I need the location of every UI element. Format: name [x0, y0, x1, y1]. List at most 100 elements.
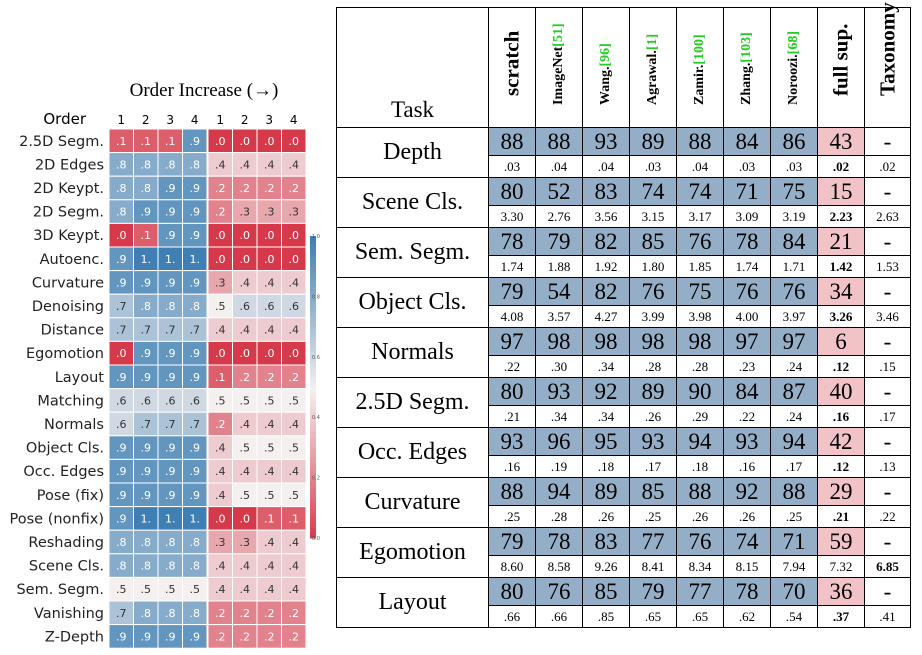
loss-cell: 3.26 — [817, 305, 865, 328]
cell-value-label: .3 — [240, 536, 251, 549]
cell-value-label: .9 — [165, 489, 176, 502]
row-label: Pose (nonfix) — [10, 511, 104, 527]
row-label: Matching — [37, 393, 104, 409]
loss-cell: .02 — [817, 155, 865, 178]
colorbar-segment — [310, 442, 316, 448]
win-rate-cell: 94 — [535, 477, 583, 506]
loss-cell: .28 — [629, 355, 677, 378]
loss-cell: .85 — [582, 605, 630, 628]
col-header-noroozi: Noroozi.[68] — [770, 7, 818, 128]
cell-value-label: .4 — [215, 158, 226, 171]
cell-value-label: .9 — [165, 371, 176, 384]
cell-value-label: .9 — [190, 371, 201, 384]
colorbar-segment — [310, 371, 316, 378]
row-label: 2D Segm. — [33, 205, 104, 221]
task-cell: Egomotion — [336, 527, 489, 578]
cell-value-label: .1 — [141, 135, 152, 148]
table-row-loss: .66.66.85.65.65.62.54.37.41 — [337, 605, 911, 628]
heatmap-colorbar: 0.0 0.2 0.4 0.6 0.8 1.0 — [310, 234, 320, 542]
loss-cell: .26 — [582, 505, 630, 528]
loss-cell: 1.74 — [488, 255, 536, 278]
cell-value-label: .5 — [264, 442, 275, 455]
col-header-full-sup: full sup. — [817, 7, 865, 128]
cell-value-label: .4 — [264, 418, 275, 431]
colorbar-segment — [310, 497, 316, 504]
win-rate-cell: 90 — [676, 377, 724, 406]
win-rate-cell: 86 — [770, 127, 818, 156]
cell-value-label: .4 — [264, 158, 275, 171]
loss-cell: .26 — [676, 505, 724, 528]
colorbar-segment — [310, 251, 316, 257]
cell-value-label: .9 — [165, 442, 176, 455]
win-rate-cell: 6 — [817, 327, 865, 356]
cell-value-label: .9 — [116, 630, 127, 643]
cell-value-label: .9 — [165, 206, 176, 219]
cell-value-label: .9 — [141, 276, 152, 289]
loss-cell: .21 — [488, 405, 536, 428]
loss-cell: .28 — [535, 505, 583, 528]
table-row: Scene Cls. 80 52 83 74 74 71 75 15- — [336, 177, 911, 228]
loss-cell: .03 — [488, 155, 536, 178]
loss-cell: 1.92 — [582, 255, 630, 278]
cell-value-label: .4 — [264, 536, 275, 549]
cell-value-label: .0 — [240, 229, 251, 242]
row-label: Sem. Segm. — [16, 582, 104, 598]
loss-cell: .16 — [817, 405, 865, 428]
cell-value-label: .2 — [215, 607, 226, 620]
cell-value-label: .9 — [190, 442, 201, 455]
cell-value-label: .9 — [190, 276, 201, 289]
table-row: Object Cls. 79 54 82 76 75 76 76 34- — [336, 277, 911, 328]
cell-value-label: .4 — [240, 324, 251, 337]
win-rate-cell: 92 — [723, 477, 771, 506]
loss-cell: 2.76 — [535, 205, 583, 228]
cell-value-label: .5 — [264, 394, 275, 407]
colorbar-segment — [310, 366, 316, 373]
cell-value-label: .4 — [215, 583, 226, 596]
cell-value-label: .2 — [215, 418, 226, 431]
win-rate-cell: 98 — [535, 327, 583, 356]
cell-value-label: .7 — [116, 300, 127, 313]
colorbar-segment — [310, 432, 316, 438]
cell-value-label: .8 — [190, 158, 201, 171]
cell-value-label: .8 — [141, 182, 152, 195]
win-rate-cell: 88 — [676, 477, 724, 506]
loss-cell: .23 — [723, 355, 771, 378]
loss-cell: 3.57 — [535, 305, 583, 328]
colorbar-segment — [310, 387, 316, 393]
cell-value-label: .5 — [215, 300, 226, 313]
win-rate-cell: - — [864, 577, 911, 606]
task-header: Task — [336, 7, 489, 128]
table-body: Depth 88 88 93 89 88 84 86 43- .03.04.04.03.04.03… — [336, 127, 911, 628]
win-rate-cell: 77 — [676, 577, 724, 606]
cell-value-label: .0 — [215, 135, 226, 148]
loss-cell: .03 — [723, 155, 771, 178]
win-rate-cell: 94 — [676, 427, 724, 456]
loss-cell: 3.15 — [629, 205, 677, 228]
win-rate-cell: 93 — [535, 377, 583, 406]
cell-value-label: .6 — [165, 394, 176, 407]
loss-cell: .24 — [770, 355, 818, 378]
cell-value-label: .4 — [264, 560, 275, 573]
colorbar-segment — [310, 316, 316, 323]
win-rate-cell: 95 — [582, 427, 630, 456]
win-rate-cell: - — [864, 527, 911, 556]
cell-value-label: .2 — [289, 182, 300, 195]
win-rate-cell: 15 — [817, 177, 865, 206]
loss-cell: 8.34 — [676, 555, 724, 578]
loss-cell: .28 — [676, 355, 724, 378]
win-rate-cell: 79 — [488, 277, 536, 306]
win-rate-cell: 29 — [817, 477, 865, 506]
loss-cell: .25 — [629, 505, 677, 528]
loss-cell: .30 — [535, 355, 583, 378]
loss-cell: .22 — [864, 505, 911, 528]
loss-cell: 3.46 — [864, 305, 911, 328]
win-rate-cell: 92 — [582, 377, 630, 406]
cell-value-label: .9 — [116, 442, 127, 455]
cell-value-label: .2 — [215, 206, 226, 219]
win-rate-cell: 80 — [488, 177, 536, 206]
cell-value-label: .0 — [215, 347, 226, 360]
cell-value-label: .0 — [215, 229, 226, 242]
win-rate-cell: 40 — [817, 377, 865, 406]
cell-value-label: .7 — [190, 418, 201, 431]
x-tick-label: 4 — [191, 113, 199, 127]
